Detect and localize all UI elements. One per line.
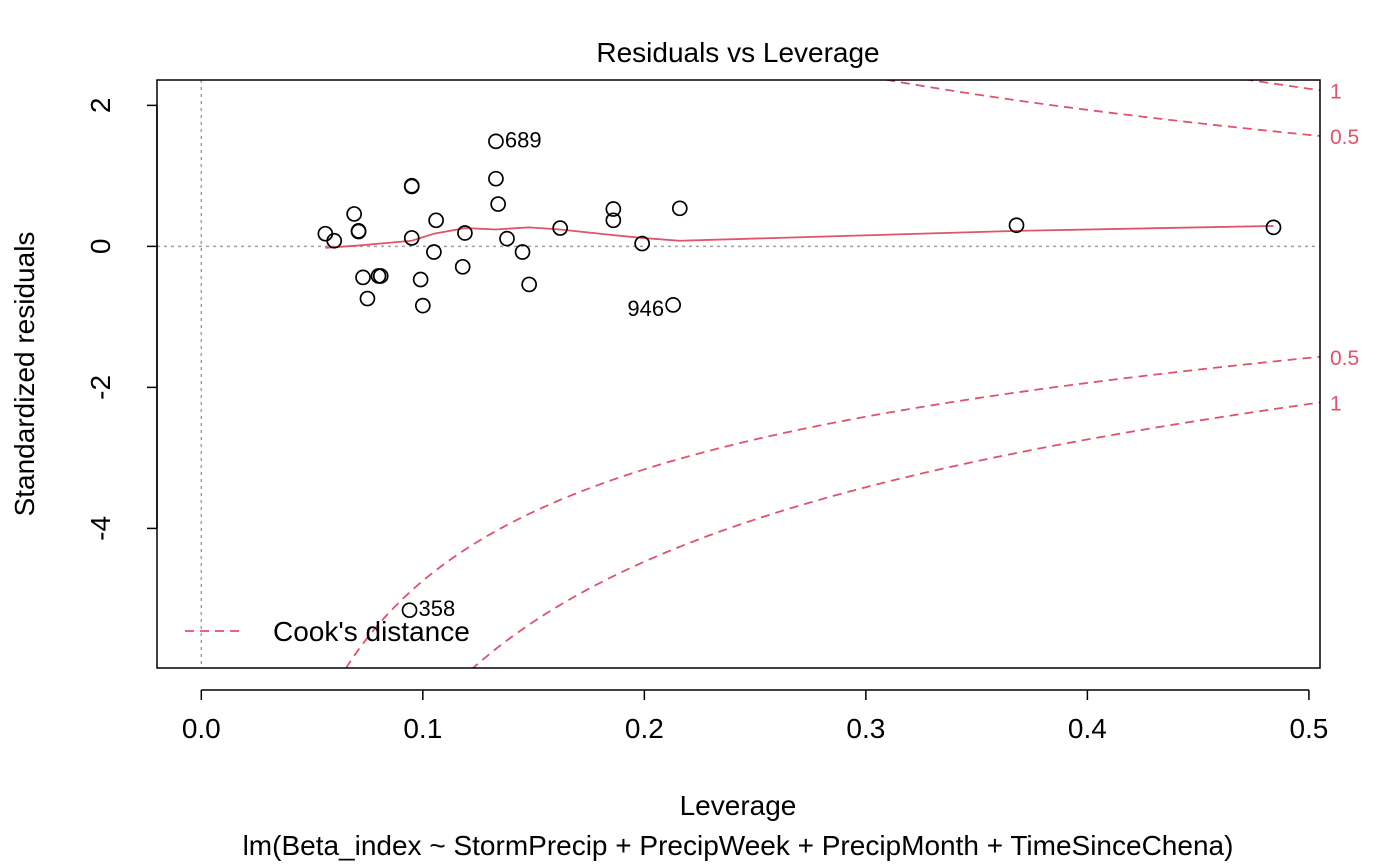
data-point [488, 133, 504, 150]
legend-label: Cook's distance [273, 616, 470, 647]
reference-lines [157, 80, 1320, 668]
y-tick-label: 0 [85, 239, 116, 255]
data-point [372, 268, 389, 284]
data-point [428, 212, 444, 229]
data-point [355, 269, 371, 286]
cook-level-label: 0.5 [1330, 126, 1359, 149]
data-point [403, 177, 420, 194]
data-point [414, 297, 431, 314]
data-point [552, 220, 569, 236]
legend: Cook's distance [185, 616, 470, 647]
x-tick-label: 0.4 [1068, 713, 1107, 744]
x-axis: 0.0 0.1 0.2 0.3 0.4 0.5 [182, 689, 1328, 744]
data-points [317, 133, 1282, 619]
y-tick-label: -4 [85, 516, 116, 541]
data-point [488, 170, 504, 187]
data-point [490, 196, 506, 212]
data-point [326, 232, 343, 249]
x-tick-label: 0.0 [182, 713, 221, 744]
data-point [426, 244, 442, 260]
cook-level-labels: 0.5 0.5 1 1 [1330, 80, 1359, 415]
point-label-group: 689 946 358 [419, 127, 665, 621]
data-point [671, 200, 688, 217]
chart-subtitle: lm(Beta_index ~ StormPrecip + PrecipWeek… [243, 830, 1234, 861]
cook-level-label: 1 [1330, 80, 1342, 103]
data-point [317, 225, 334, 242]
y-axis: 2 0 -2 -4 [85, 98, 158, 541]
data-point [401, 602, 418, 619]
cook-level-label: 0.5 [1330, 347, 1359, 370]
data-point [499, 230, 515, 247]
data-point [514, 244, 531, 260]
data-point [359, 290, 376, 307]
y-tick-label: -2 [85, 375, 116, 400]
x-tick-label: 0.2 [625, 713, 664, 744]
data-point [350, 223, 367, 240]
x-tick-label: 0.5 [1289, 713, 1328, 744]
cook-level-label: 1 [1330, 392, 1342, 415]
smooth-line-group [325, 225, 1274, 249]
x-tick-label: 0.3 [846, 713, 885, 744]
data-point [412, 271, 429, 288]
data-point [346, 206, 363, 222]
x-axis-label: Leverage [680, 790, 797, 821]
data-point [521, 276, 538, 293]
data-point [1265, 219, 1282, 236]
plot-frame [156, 79, 1321, 669]
data-point [665, 297, 682, 313]
point-label: 689 [505, 127, 542, 152]
x-tick-label: 0.1 [403, 713, 442, 744]
y-axis-label: Standardized residuals [9, 232, 40, 517]
cook-curve-0.5-lower [344, 355, 1320, 668]
cooks-distance-curves [344, 80, 1320, 668]
data-point [634, 235, 650, 252]
data-point [457, 225, 473, 241]
cook-curve-0.5-upper [882, 80, 1320, 137]
point-label: 946 [627, 296, 664, 321]
chart-title: Residuals vs Leverage [596, 37, 879, 68]
smooth-line [325, 225, 1274, 249]
data-point [605, 212, 622, 229]
data-point [1008, 217, 1025, 234]
y-tick-label: 2 [85, 98, 116, 114]
data-point [605, 201, 622, 217]
data-point [403, 230, 420, 246]
data-point [454, 258, 471, 275]
point-label: 358 [419, 596, 456, 621]
